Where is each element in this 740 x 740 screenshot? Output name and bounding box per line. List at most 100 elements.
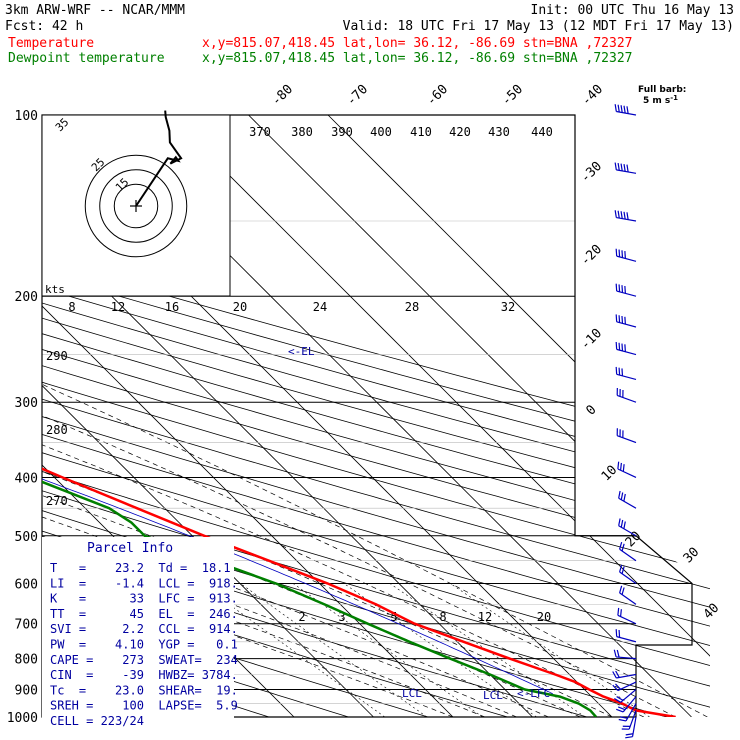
hodograph-ring: [99, 169, 173, 243]
mixing-ratio-line: [343, 583, 537, 717]
dewpoint-legend: Dewpoint temperature: [8, 51, 165, 66]
wind-barb: [618, 518, 637, 537]
parcel-info-title: Parcel Info: [87, 541, 173, 556]
dry-adiabat-line: [42, 115, 710, 717]
isotherm-label: 30: [681, 545, 703, 567]
wind-barb: [625, 716, 637, 739]
theta-label: 410: [410, 125, 432, 139]
hodograph-speed-label: 32: [501, 300, 515, 314]
temperature-legend: Temperature: [8, 36, 94, 51]
wind-barb: [616, 428, 637, 444]
isotherm-label: -40: [579, 82, 606, 109]
dry-adiabat-line: [42, 115, 710, 717]
pressure-tick-label: 700: [15, 618, 38, 633]
mixing-ratio-label: 20: [537, 610, 551, 624]
el-marker: <-EL: [288, 345, 315, 358]
hodograph-speed-label: 28: [405, 300, 419, 314]
parcel-info-row: T = 23.2 Td = 18.1: [50, 561, 231, 575]
wind-barb: [617, 607, 637, 625]
isotherm-label: -10: [578, 326, 605, 353]
lcl-marker-left: LCL: [402, 687, 422, 700]
theta-label: 370: [249, 125, 271, 139]
wind-key: Full barb: 5 m s-1: [638, 85, 686, 106]
lfc-marker: <-LFC: [517, 687, 550, 700]
hodograph-speed-label: 12: [111, 300, 125, 314]
dewpoint-station-info: x,y=815.07,418.45 lat,lon= 36.12, -86.69…: [202, 51, 632, 66]
wind-barb: [614, 162, 637, 174]
isotherm-label: -20: [578, 242, 605, 269]
wind-barb: [612, 681, 637, 692]
isotherm-label: -30: [578, 159, 605, 186]
dry-adiabat-line: [42, 115, 710, 717]
wind-barb: [617, 461, 637, 478]
hodograph-speed-label: 24: [313, 300, 327, 314]
level-annotations: <-EL LCL LCL <-LFC: [288, 345, 550, 702]
hodograph-units: kts: [45, 283, 65, 296]
dry-adiabat-line: [42, 115, 471, 717]
hodograph-ring: [84, 154, 188, 258]
plot-frame: [41, 114, 693, 718]
mixing-ratio-label: 8: [439, 610, 446, 624]
wind-key-line1: Full barb:: [638, 85, 686, 95]
isotherm-label: -70: [344, 82, 371, 109]
dry-adiabat-line: [42, 115, 710, 717]
hodograph-speed-label: 8: [68, 300, 75, 314]
temperature-station-info: x,y=815.07,418.45 lat,lon= 36.12, -86.69…: [202, 36, 632, 51]
parcel-info-row: K = 33 LFC = 913.: [50, 592, 238, 606]
dry-adiabat-line: [42, 115, 710, 717]
wind-barb: [621, 710, 637, 730]
theta-label: 380: [291, 125, 313, 139]
dry-adiabat-line: [42, 115, 710, 717]
wind-key-line2: 5 m s-1: [643, 94, 678, 106]
mixing-ratio-label: 3: [338, 610, 345, 624]
parcel-info-row: TT = 45 EL = 246.: [50, 607, 238, 621]
isotherm-line: [327, 115, 710, 717]
wind-barb: [619, 541, 637, 562]
mixing-ratio-line: [240, 583, 428, 717]
parcel-info-row: CAPE = 273 SWEAT= 234: [50, 653, 238, 667]
theta-label-left: 270: [46, 494, 68, 508]
wind-barbs: [612, 104, 637, 739]
plot-outline: [41, 114, 693, 718]
pressure-tick-label: 300: [15, 396, 38, 411]
parcel-info-row: LI = -1.4 LCL = 918.: [50, 576, 238, 590]
wind-barb: [614, 104, 637, 116]
wind-barb: [616, 696, 637, 713]
pressure-tick-label: 600: [15, 577, 38, 592]
isotherm-label: -50: [499, 82, 526, 109]
parcel-info-row: PW = 4.10 YGP = 0.1: [50, 638, 238, 652]
wind-barb: [615, 341, 637, 356]
isotherm-line: [42, 115, 533, 717]
theta-label: 430: [488, 125, 510, 139]
wind-barb: [616, 387, 637, 403]
parcel-info-row: SREH = 100 LAPSE= 5.9: [50, 699, 238, 713]
isotherm-label: -80: [269, 82, 296, 109]
wind-barb: [615, 283, 637, 297]
pressure-tick-label: 400: [15, 471, 38, 486]
hodograph-trace: [135, 110, 183, 207]
wind-barb: [615, 248, 637, 262]
header: 3km ARW-WRF -- NCAR/MMM Init: 00 UTC Thu…: [5, 3, 734, 66]
parcel-info-row: CIN = -39 HWBZ= 3784.: [50, 668, 238, 682]
hodograph-speed-label: 16: [165, 300, 179, 314]
mixing-ratio-label: 5: [390, 610, 397, 624]
pressure-tick-label: 100: [15, 109, 38, 124]
profiles: [42, 115, 676, 717]
parcel-info-background: [42, 537, 234, 727]
pressure-tick-label: 500: [15, 530, 38, 545]
parcel-info-box: Parcel Info T = 23.2 Td = 18.1LI = -1.4 …: [42, 537, 238, 728]
wind-barb: [615, 366, 637, 381]
dry-adiabat-line: [42, 115, 710, 717]
pressure-tick-label: 1000: [7, 711, 38, 726]
forecast-hour: Fcst: 42 h: [5, 19, 83, 34]
hodograph-ring: [113, 183, 159, 229]
pressure-tick-label: 200: [15, 290, 38, 305]
isotherm-line: [248, 115, 710, 717]
wind-barb: [612, 670, 637, 679]
parcel-info-row: CELL = 223/24: [50, 714, 144, 728]
temperature-profile: [42, 115, 676, 717]
dry-adiabat-line: [42, 115, 710, 717]
parcel-info-row: Tc = 23.0 SHEAR= 19.: [50, 683, 238, 697]
dry-adiabat-line: [42, 115, 391, 717]
